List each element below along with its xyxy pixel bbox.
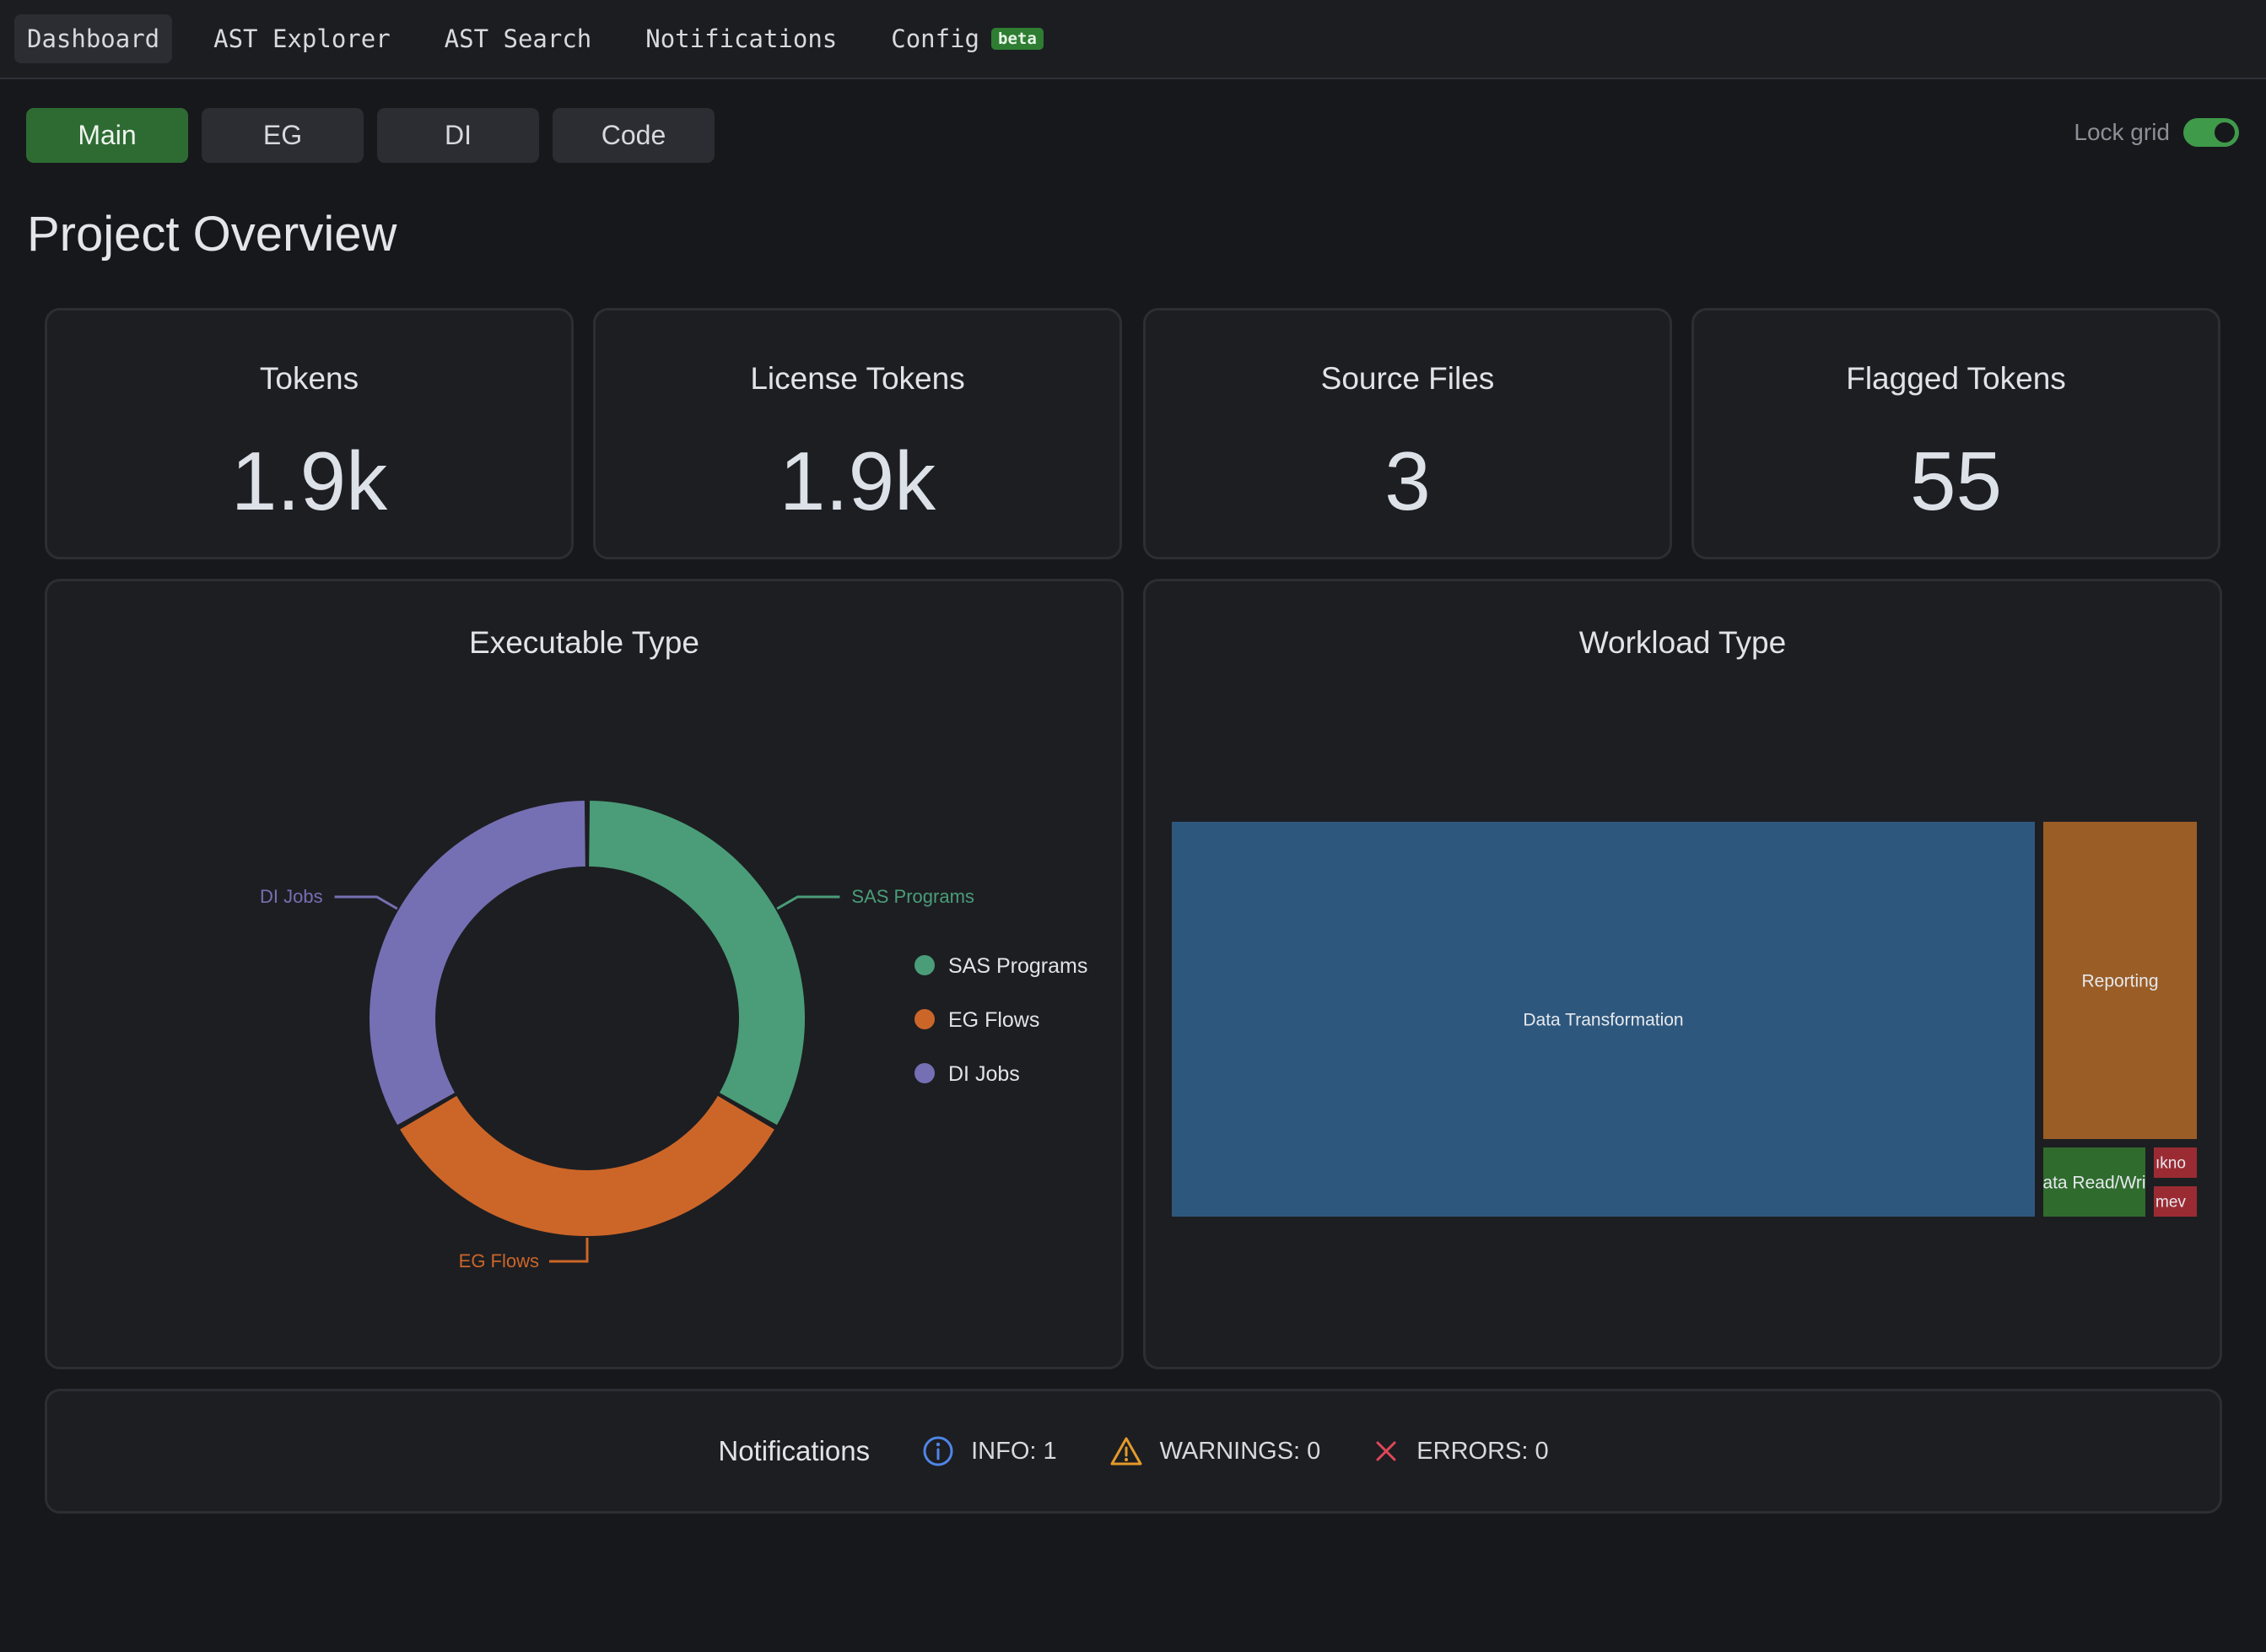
sub-tabs: Main EG DI Code [26,108,728,163]
tab-main[interactable]: Main [26,108,188,163]
notifications-title: Notifications [718,1435,871,1466]
nav-ast-explorer[interactable]: AST Explorer [213,24,391,53]
notif-warnings-label: WARNINGS: 0 [1159,1437,1321,1465]
treemap-cell-4[interactable] [2154,1186,2197,1217]
treemap-cell-label: ata Read/Wri [2042,1173,2145,1192]
stat-title: Flagged Tokens [1846,361,2066,396]
stat-title: Tokens [259,361,359,396]
treemap-cell-label: Data Transformation [1523,1010,1683,1029]
stat-card-license-tokens: License Tokens 1.9k [593,308,1122,559]
notif-warnings[interactable]: WARNINGS: 0 [1109,1435,1321,1467]
donut-slice-label: DI Jobs [260,886,323,907]
legend-label[interactable]: DI Jobs [948,1062,1020,1086]
treemap-cell-3[interactable] [2154,1147,2197,1178]
donut-leader-line [549,1238,589,1263]
info-icon [923,1436,953,1466]
donut-slice-2[interactable] [370,801,585,1126]
executable-type-card: Executable Type SAS Programs EG Flows DI J… [45,579,1124,1369]
legend-swatch [914,1063,935,1083]
notif-info[interactable]: INFO: 1 [922,1435,1057,1467]
chart-title: Workload Type [1578,625,1787,660]
treemap-cell-1[interactable] [2043,822,2197,1139]
stat-value: 1.9k [230,435,388,527]
warning-icon [1110,1437,1142,1466]
top-nav: Dashboard AST Explorer AST Search Notifi… [0,0,2266,79]
error-x-icon [1376,1441,1396,1461]
donut-leader-line [334,895,398,910]
stat-value: 3 [1384,435,1431,527]
notif-errors-label: ERRORS: 0 [1416,1437,1549,1465]
page-title: Project Overview [27,207,397,262]
legend-label[interactable]: EG Flows [948,1008,1039,1032]
treemap-cell-0[interactable] [1172,822,2035,1217]
beta-badge: beta [991,28,1044,50]
donut-slice-label: EG Flows [459,1250,539,1271]
nav-config-label: Config [891,24,980,53]
nav-dashboard[interactable]: Dashboard [14,14,173,63]
donut-slice-1[interactable] [400,1095,774,1236]
nav-ast-search[interactable]: AST Search [444,24,592,53]
legend-swatch [914,955,935,975]
legend-label[interactable]: SAS Programs [948,954,1087,978]
nav-config[interactable]: Config beta [878,14,1056,63]
treemap-cell-2[interactable] [2043,1147,2145,1217]
tab-code[interactable]: Code [553,108,715,163]
treemap-cell-label: Reporting [2081,971,2158,991]
stat-card-source-files: Source Files 3 [1143,308,1672,559]
notif-errors[interactable]: ERRORS: 0 [1373,1437,1549,1466]
donut-slice-label: SAS Programs [851,886,974,907]
stat-card-tokens: Tokens 1.9k [45,308,574,559]
stat-value: 1.9k [779,435,936,527]
tab-eg[interactable]: EG [202,108,364,163]
lock-grid-toggle[interactable] [2183,118,2239,147]
nav-notifications[interactable]: Notifications [645,24,838,53]
workload-type-chart: Data Transformation Reporting ata Read/Wri… [1172,822,2197,1217]
stat-title: License Tokens [750,361,965,396]
executable-type-chart: SAS Programs EG Flows DI Jobs SAS Programs E… [260,801,1087,1271]
lock-grid-control: Lock grid [2074,118,2239,147]
workload-type-card: Workload Type Data Transformation Reporti… [1143,579,2222,1369]
notif-info-label: INFO: 1 [971,1437,1057,1465]
lock-grid-label: Lock grid [2074,119,2170,145]
stat-card-flagged-tokens: Flagged Tokens 55 [1691,308,2220,559]
donut-leader-line [776,895,840,910]
legend-swatch [914,1009,935,1029]
chart-title: Executable Type [469,625,699,660]
notifications-card: Notifications INFO: 1 WARNINGS: 0 ERRORS… [45,1389,2222,1514]
treemap-cell-label: ıkno [2155,1155,2186,1173]
stat-title: Source Files [1320,361,1495,396]
tab-di[interactable]: DI [377,108,539,163]
treemap-cell-label: mev [2155,1194,2186,1212]
stat-value: 55 [1909,435,2002,527]
donut-slice-0[interactable] [589,801,806,1126]
